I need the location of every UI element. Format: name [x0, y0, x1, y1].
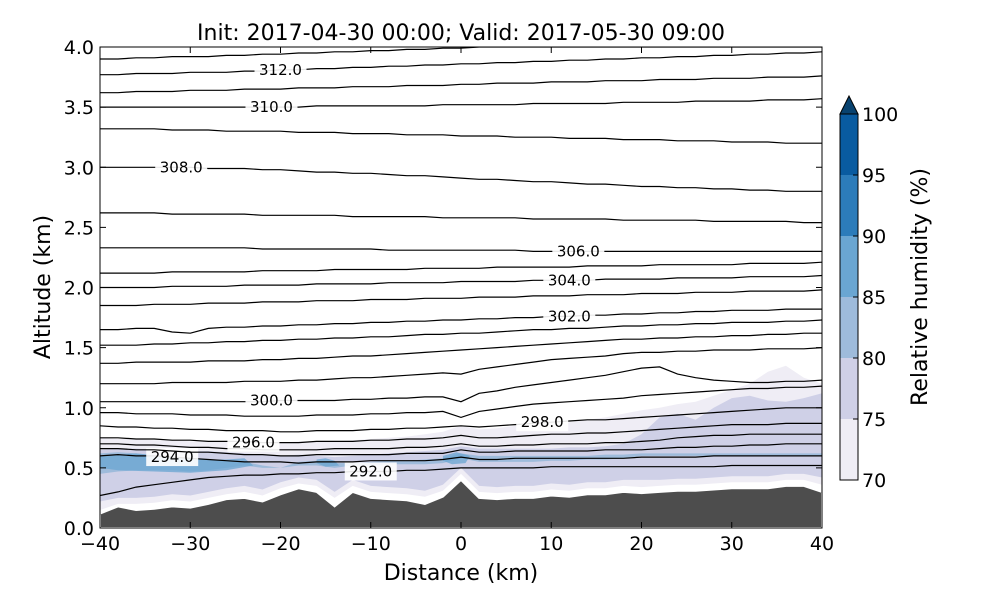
isentrope-label-bg [245, 391, 298, 410]
colorbar-tick-label: 90 [862, 226, 886, 248]
isentrope-312.0 [100, 51, 822, 76]
y-tick-label: 3.0 [64, 157, 94, 179]
y-axis: 0.0 0.5 1.0 1.5 2.0 2.5 3.0 3.5 4.0 [64, 37, 822, 540]
isentrope-label-bg [543, 271, 596, 290]
x-tick-label: 20 [629, 533, 653, 555]
x-tick-label: 0 [455, 533, 467, 555]
colorbar-label: Relative humidity (%) [908, 168, 933, 406]
x-tick-label: −40 [80, 533, 120, 555]
colorbar: 70 75 80 85 90 95 100 [839, 94, 898, 492]
isentrope-label-302.0: 302.0 [548, 307, 591, 325]
isentrope-label-298.0: 298.0 [521, 413, 564, 431]
isentrope-label-bg [344, 462, 397, 481]
isentrope-label-bg [245, 98, 298, 117]
colorbar-tick-label: 75 [862, 409, 886, 431]
isentrope-label-bg [516, 413, 569, 432]
x-axis: −40 −30 −20 −10 0 10 20 30 40 [80, 47, 834, 555]
y-tick-label: 2.5 [64, 217, 94, 239]
colorbar-swatch-75 [840, 358, 858, 419]
isentrope-298.0 [100, 407, 822, 433]
isentrope-label-292.0: 292.0 [349, 462, 392, 480]
isentrope-19 [100, 128, 822, 144]
x-tick-label: 10 [539, 533, 563, 555]
y-tick-label: 1.0 [64, 398, 94, 420]
isentrope-310.0 [100, 98, 822, 108]
isentrope-294.0 [100, 453, 822, 464]
y-tick-label: 1.5 [64, 338, 94, 360]
y-tick-label: 4.0 [64, 37, 94, 59]
isentrope-10 [100, 332, 822, 364]
isentrope-17 [100, 212, 822, 224]
isentrope-11 [100, 319, 822, 346]
isentrope-15 [100, 261, 822, 274]
y-tick-label: 0.0 [64, 518, 94, 540]
isentrope-label-296.0: 296.0 [232, 434, 275, 452]
isentrope-300.0 [100, 366, 822, 403]
colorbar-swatch-70 [840, 419, 858, 480]
terrain [100, 478, 822, 528]
isentrope-contours: 292.0 294.0 296.0 298.0 300.0 302.0 304.0 306.0… [100, 47, 822, 497]
isentrope-296.0 [100, 422, 822, 444]
colorbar-tick-label: 80 [862, 348, 886, 370]
x-tick-label: −30 [170, 533, 210, 555]
isentrope-label-bg [227, 433, 280, 452]
isentrope-label-bg [146, 448, 199, 467]
isentrope-9 [100, 347, 822, 385]
isentrope-label-294.0: 294.0 [151, 448, 194, 466]
isentrope-label-bg [254, 60, 307, 79]
isentrope-label-306.0: 306.0 [557, 242, 600, 260]
isentrope-label-308.0: 308.0 [160, 158, 203, 176]
colorbar-tick-label: 100 [862, 104, 898, 126]
colorbar-tick-label: 85 [862, 287, 886, 309]
x-tick-label: −20 [260, 533, 300, 555]
isentrope-302.0 [100, 308, 822, 334]
colorbar-swatch-80 [840, 297, 858, 358]
y-axis-label: Altitude (km) [31, 215, 56, 359]
isentrope-label-bg [155, 158, 208, 177]
isentrope-308.0 [100, 166, 822, 192]
colorbar-swatch-95 [840, 114, 858, 175]
isentrope-292.0 [100, 464, 822, 497]
x-tick-label: 30 [720, 533, 744, 555]
isentrope-label-bg [552, 242, 605, 261]
isentrope-label-304.0: 304.0 [548, 271, 591, 289]
isentrope-label-312.0: 312.0 [259, 61, 302, 79]
colorbar-swatch-85 [840, 236, 858, 297]
isentrope-label-bg [543, 307, 596, 326]
colorbar-swatch-90 [840, 175, 858, 236]
isentrope-4 [100, 433, 822, 451]
y-tick-label: 2.0 [64, 278, 94, 300]
isentrope-7 [100, 385, 822, 419]
isentrope-label-300.0: 300.0 [250, 392, 293, 410]
x-axis-label: Distance (km) [384, 561, 539, 586]
isentrope-306.0 [100, 247, 822, 252]
isentrope-13 [100, 289, 822, 307]
terrain-fill [100, 478, 822, 528]
x-tick-label: 40 [810, 533, 834, 555]
colorbar-extend-arrow [839, 94, 859, 115]
plot-area: 292.0 294.0 296.0 298.0 300.0 302.0 304.0 306.0… [100, 47, 822, 528]
colorbar-tick-label: 70 [862, 470, 886, 492]
isentrope-label-310.0: 310.0 [250, 98, 293, 116]
y-tick-label: 3.5 [64, 97, 94, 119]
chart-title: Init: 2017-04-30 00:00; Valid: 2017-05-3… [197, 21, 725, 46]
isentrope-304.0 [100, 274, 822, 289]
x-tick-label: −10 [351, 533, 391, 555]
isentrope-21 [100, 75, 822, 94]
colorbar-tick-label: 95 [862, 165, 886, 187]
y-tick-label: 0.5 [64, 458, 94, 480]
isentrope-3 [100, 443, 822, 457]
